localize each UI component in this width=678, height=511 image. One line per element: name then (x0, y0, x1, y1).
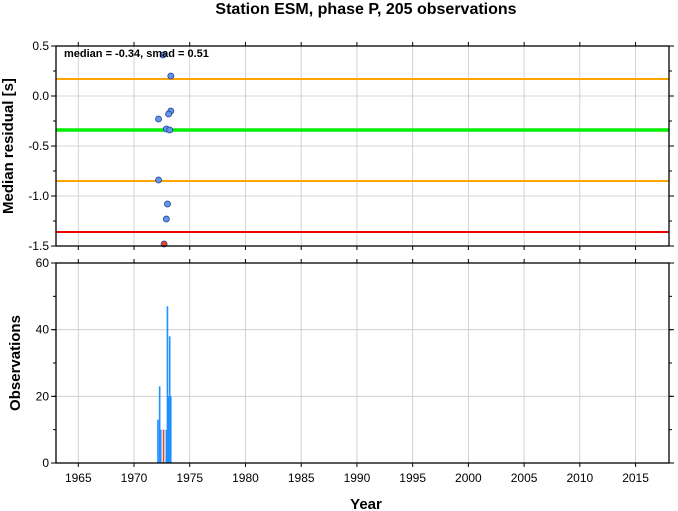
observation-bar (167, 396, 170, 463)
x-tick-label: 1970 (121, 471, 148, 485)
observations-y-tick-label: 60 (36, 256, 50, 270)
x-tick-label: 1975 (176, 471, 203, 485)
residual-y-tick-label: 0.0 (32, 89, 49, 103)
residual-y-tick-label: -1.5 (28, 239, 49, 253)
observation-bar (169, 396, 172, 463)
residual-point (167, 72, 175, 80)
observations-y-tick-label: 40 (36, 323, 50, 337)
observations-plot-frame (55, 262, 670, 464)
residual-reference-lines (56, 78, 669, 233)
residual-y-tick-label: 0.5 (32, 39, 49, 53)
x-tick-label: 2010 (566, 471, 593, 485)
observation-bar (165, 429, 168, 463)
residual-point (166, 126, 174, 134)
observations-panel: 60 40 20 0 1965 1970 1975 1980 1985 1990 1995 2000… (7, 256, 674, 511)
observation-bar (159, 429, 162, 463)
observation-bar (162, 429, 165, 463)
x-tick-label: 2015 (622, 471, 649, 485)
x-tick-label: 1990 (344, 471, 371, 485)
stats-annotation: median = -0.34, smad = 0.51 (64, 48, 209, 60)
residual-point (165, 110, 172, 118)
x-tick-label: 1965 (65, 471, 92, 485)
x-tick-label: 2005 (511, 471, 538, 485)
residual-point (155, 176, 162, 184)
observation-bar (168, 336, 171, 463)
x-tick-label: 1995 (399, 471, 426, 485)
residual-point (164, 200, 171, 208)
residual-points (155, 51, 175, 248)
residual-y-axis-label: Median residual [s] (0, 78, 17, 214)
residual-point (159, 51, 167, 59)
residual-y-ticks: 0.5 0.0 -0.5 -1.0 -1.5 (28, 39, 674, 253)
residual-grid (56, 45, 669, 247)
observations-y-ticks: 60 40 20 0 (36, 256, 674, 470)
observation-bar (157, 419, 159, 463)
observations-grid (56, 262, 669, 464)
observations-x-ticks: 1965 1970 1975 1980 1985 1990 1995 2000 2005 2010… (65, 259, 649, 485)
x-tick-label: 2000 (455, 471, 482, 485)
x-tick-label: 1985 (288, 471, 315, 485)
observations-y-tick-label: 0 (42, 456, 49, 470)
observations-y-tick-label: 20 (36, 389, 50, 403)
residual-point (162, 215, 170, 223)
residual-y-tick-label: -1.0 (28, 189, 49, 203)
observations-y-axis-label: Observations (7, 315, 24, 411)
residual-point (155, 115, 162, 123)
observation-bar (158, 386, 161, 463)
residual-y-tick-label: -0.5 (28, 139, 49, 153)
residual-panel: 0.5 0.0 -0.5 -1.0 -1.5 median = -0.34, smad … (0, 39, 674, 253)
observation-bar (166, 306, 169, 463)
x-tick-label: 1980 (232, 471, 259, 485)
x-axis-label: Year (350, 496, 382, 511)
observations-bars (157, 306, 172, 463)
chart-title: Station ESM, phase P, 205 observations (215, 1, 516, 18)
